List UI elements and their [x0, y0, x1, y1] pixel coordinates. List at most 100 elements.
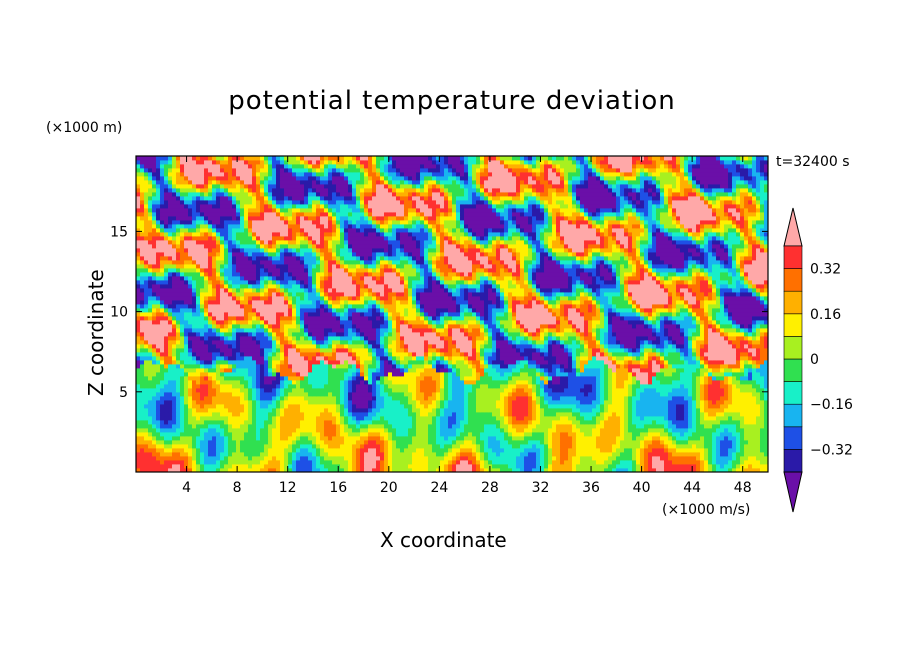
field-cell — [404, 464, 409, 469]
field-cell — [220, 444, 225, 449]
field-cell — [616, 456, 621, 461]
field-cell — [648, 380, 653, 385]
field-cell — [764, 348, 768, 353]
field-cell — [408, 412, 413, 417]
field-cell — [564, 428, 569, 433]
field-cell — [552, 388, 557, 393]
field-cell — [324, 464, 329, 469]
field-cell — [732, 424, 737, 429]
field-cell — [740, 384, 745, 389]
field-cell — [652, 460, 657, 465]
field-cell — [760, 460, 765, 465]
field-cell — [360, 424, 365, 429]
field-cell — [156, 468, 161, 472]
field-cell — [580, 416, 585, 421]
field-cell — [476, 448, 481, 453]
field-cell — [320, 404, 325, 409]
field-cell — [284, 448, 289, 453]
field-cell — [300, 344, 305, 349]
field-cell — [616, 392, 621, 397]
field-cell — [560, 352, 565, 357]
field-cell — [636, 352, 641, 357]
field-cell — [208, 416, 213, 421]
field-cell — [164, 448, 169, 453]
field-cell — [624, 456, 629, 461]
field-cell — [568, 404, 573, 409]
field-cell — [176, 432, 181, 437]
field-cell — [500, 424, 505, 429]
field-cell — [276, 452, 281, 457]
field-cell — [520, 452, 525, 457]
field-cell — [372, 412, 377, 417]
field-cell — [416, 372, 421, 377]
field-cell — [368, 348, 373, 353]
field-cell — [208, 392, 213, 397]
field-cell — [544, 452, 549, 457]
field-cell — [268, 376, 273, 381]
field-cell — [360, 368, 365, 373]
field-cell — [204, 344, 209, 349]
field-cell — [680, 428, 685, 433]
field-cell — [208, 432, 213, 437]
field-cell — [348, 348, 353, 353]
field-cell — [628, 412, 633, 417]
field-cell — [208, 424, 213, 429]
field-cell — [728, 396, 733, 401]
field-cell — [432, 388, 437, 393]
field-cell — [404, 388, 409, 393]
field-cell — [756, 460, 761, 465]
field-cell — [600, 376, 605, 381]
field-cell — [580, 392, 585, 397]
field-cell — [464, 364, 469, 369]
field-cell — [452, 360, 457, 365]
field-cell — [660, 456, 665, 461]
field-cell — [336, 352, 341, 357]
field-cell — [472, 444, 477, 449]
field-cell — [668, 356, 673, 361]
field-cell — [740, 452, 745, 457]
field-cell — [656, 432, 661, 437]
field-cell — [400, 452, 405, 457]
field-cell — [540, 416, 545, 421]
field-cell — [596, 468, 601, 472]
field-cell — [260, 464, 265, 469]
field-cell — [460, 380, 465, 385]
field-cell — [308, 380, 313, 385]
field-cell — [164, 388, 169, 393]
field-cell — [172, 408, 177, 413]
field-cell — [624, 440, 629, 445]
field-cell — [328, 412, 333, 417]
field-cell — [200, 444, 205, 449]
field-cell — [464, 424, 469, 429]
field-cell — [392, 352, 397, 357]
field-cell — [648, 348, 653, 353]
field-cell — [456, 444, 461, 449]
field-cell — [296, 452, 301, 457]
field-cell — [448, 348, 453, 353]
field-cell — [624, 412, 629, 417]
field-cell — [356, 436, 361, 441]
field-cell — [616, 464, 621, 469]
field-cell — [136, 376, 141, 381]
field-cell — [604, 468, 609, 472]
field-cell — [448, 400, 453, 405]
field-cell — [348, 456, 353, 461]
field-cell — [400, 364, 405, 369]
field-cell — [484, 432, 489, 437]
field-cell — [504, 428, 509, 433]
field-cell — [684, 456, 689, 461]
field-cell — [732, 388, 737, 393]
field-cell — [752, 408, 757, 413]
field-cell — [440, 396, 445, 401]
field-cell — [280, 460, 285, 465]
field-cell — [216, 464, 221, 469]
field-cell — [252, 420, 257, 425]
field-cell — [720, 408, 725, 413]
field-cell — [556, 368, 561, 373]
field-cell — [424, 400, 429, 405]
field-cell — [628, 404, 633, 409]
field-cell — [328, 364, 333, 369]
field-cell — [392, 428, 397, 433]
field-cell — [504, 448, 509, 453]
field-cell — [588, 388, 593, 393]
